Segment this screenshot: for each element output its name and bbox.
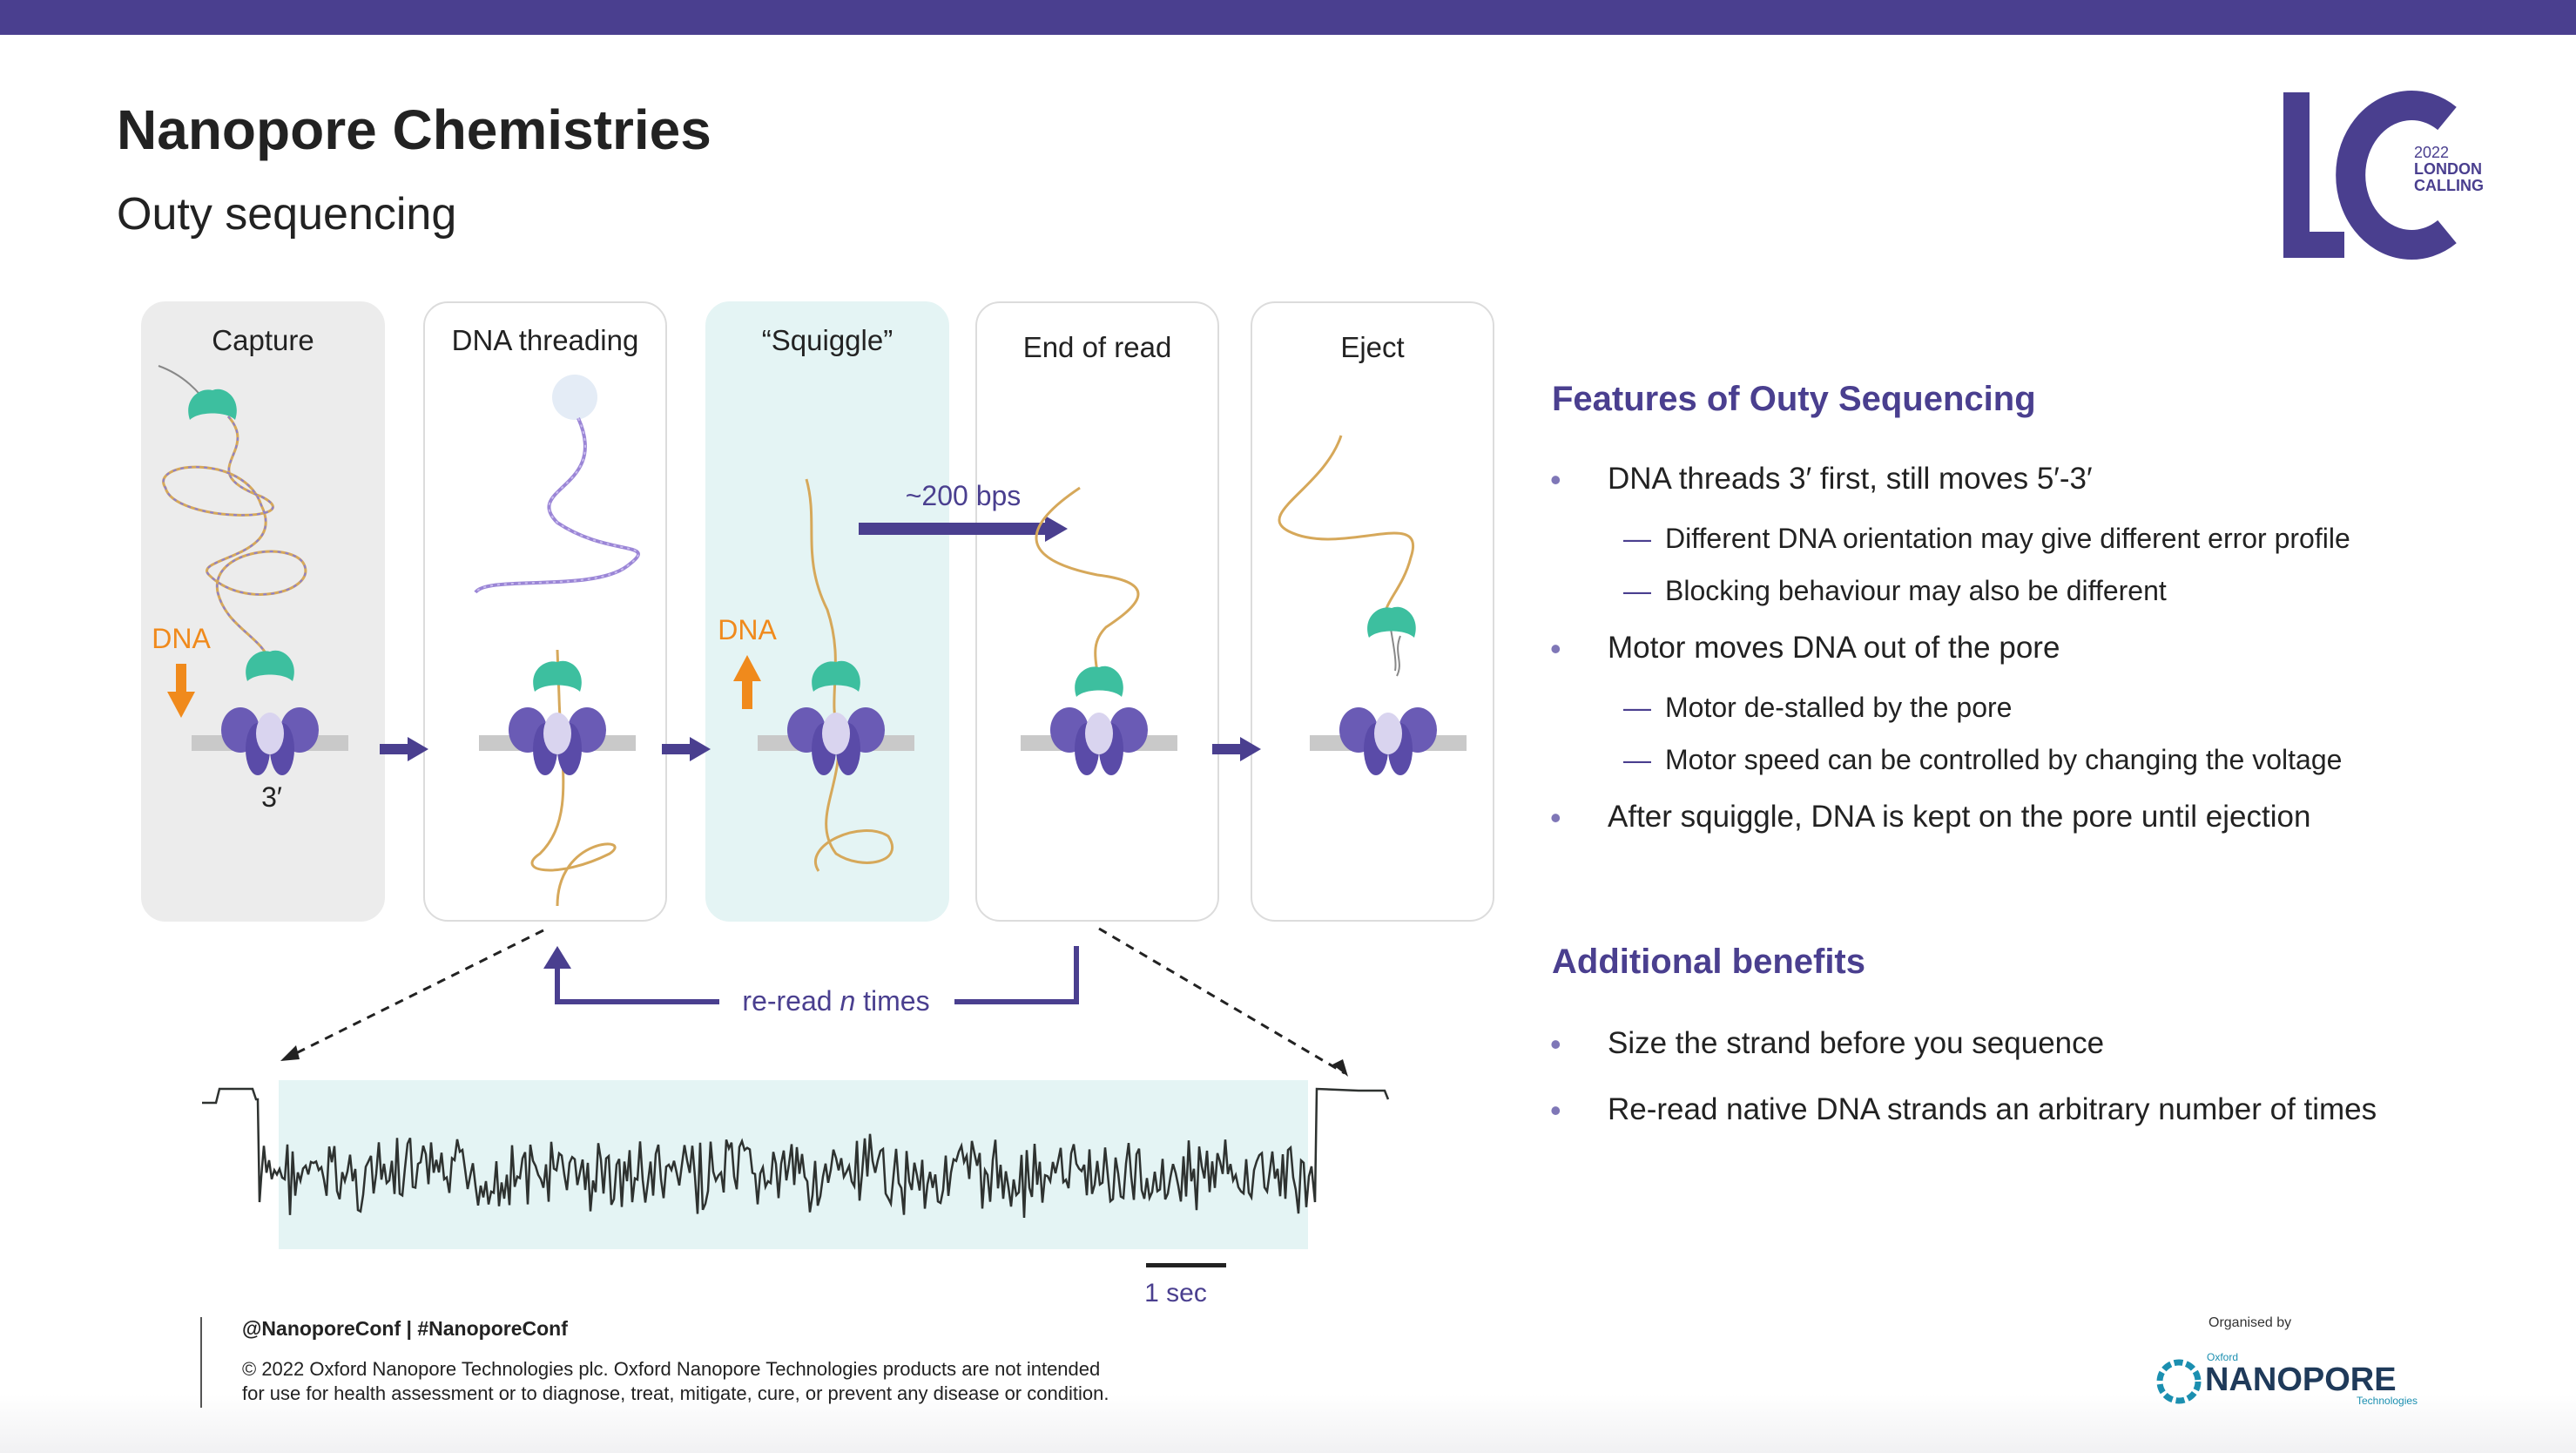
bullet-dot-icon: •	[1550, 631, 1561, 666]
panel-label-end-of-read: End of read	[1022, 331, 1172, 363]
footer-divider	[200, 1317, 202, 1408]
benefits-heading: Additional benefits	[1552, 943, 1865, 981]
slide-title: Nanopore Chemistries	[117, 98, 711, 161]
feature-bullet: • After squiggle, DNA is kept on the pore…	[1550, 800, 2311, 835]
top-accent-bar	[0, 0, 2576, 35]
dash-icon: —	[1623, 575, 1651, 606]
panel-label-dna-threading: DNA threading	[451, 324, 639, 356]
panel-dna-threading: DNA threading	[423, 301, 667, 922]
panel-capture: Capture	[141, 301, 385, 922]
svg-text:Technologies: Technologies	[2357, 1395, 2418, 1407]
time-scale-bar	[1146, 1263, 1226, 1267]
dash-icon: —	[1623, 523, 1651, 554]
london-calling-logo	[2283, 91, 2457, 260]
bullet-dot-icon: •	[1550, 462, 1561, 497]
nanopore-ring-icon	[2156, 1359, 2202, 1404]
benefit-bullet: • Size the strand before you sequence	[1550, 1026, 2105, 1062]
panel-squiggle: “Squiggle”	[705, 301, 949, 922]
feature-subbullet: — Motor de-stalled by the pore	[1623, 692, 2013, 723]
slide-subtitle: Outy sequencing	[117, 189, 457, 240]
dash-icon: —	[1623, 692, 1651, 723]
panel-eject: Eject	[1251, 301, 1494, 922]
bullet-dot-icon: •	[1550, 800, 1561, 835]
feature-subbullet: — Motor speed can be controlled by changi…	[1623, 744, 2343, 775]
reread-loop: re-read n times	[543, 946, 1079, 1017]
logo-wordmark: 2022 LONDON CALLING	[2414, 145, 2484, 194]
reread-arrow-icon	[543, 946, 571, 969]
feature-bullet: • DNA threads 3′ first, still moves 5′-3′	[1550, 462, 2093, 497]
organised-by-label: Organised by	[2208, 1315, 2292, 1330]
squiggle-trace-highlight	[279, 1080, 1308, 1249]
logo-year: 2022	[2414, 144, 2450, 161]
time-scale-label: 1 sec	[1144, 1279, 1207, 1308]
panel-label-eject: Eject	[1340, 331, 1405, 363]
logo-line-1: LONDON	[2414, 160, 2482, 178]
bullet-dot-icon: •	[1550, 1092, 1561, 1128]
reread-label: re-read n times	[742, 985, 929, 1017]
social-handle: @NanoporeConf | #NanoporeConf	[242, 1317, 568, 1340]
bullet-dot-icon: •	[1550, 1026, 1561, 1062]
panel-label-capture: Capture	[212, 324, 314, 356]
feature-bullet: • Motor moves DNA out of the pore	[1550, 631, 2060, 666]
zoom-line-left	[287, 929, 544, 1059]
feature-subbullet: — Blocking behaviour may also be differen…	[1623, 575, 2167, 606]
bottom-shade	[0, 1394, 2576, 1453]
current-signal-trace	[202, 1087, 1390, 1218]
panel-label-squiggle: “Squiggle”	[761, 324, 894, 356]
dash-icon: —	[1623, 744, 1651, 775]
svg-text:NANOPORE: NANOPORE	[2205, 1362, 2397, 1398]
logo-line-2: CALLING	[2414, 177, 2484, 194]
oxford-nanopore-logo: Oxford NANOPORE Technologies	[2156, 1351, 2418, 1407]
logo-l-foot	[2283, 232, 2344, 258]
svg-text:Oxford: Oxford	[2207, 1351, 2238, 1363]
feature-subbullet: — Different DNA orientation may give diff…	[1623, 523, 2350, 554]
benefit-bullet: • Re-read native DNA strands an arbitrary…	[1550, 1092, 2377, 1128]
features-heading: Features of Outy Sequencing	[1552, 380, 2036, 418]
panel-end-of-read: End of read	[975, 301, 1219, 922]
logo-c-shape	[2336, 91, 2457, 260]
zoom-line-right	[1098, 927, 1345, 1075]
zoom-arrow-right-icon	[1332, 1059, 1348, 1077]
zoom-arrow-left-icon	[280, 1045, 300, 1061]
logo-l-stem	[2283, 92, 2310, 258]
copyright-notice: © 2022 Oxford Nanopore Technologies plc.…	[242, 1358, 1109, 1404]
